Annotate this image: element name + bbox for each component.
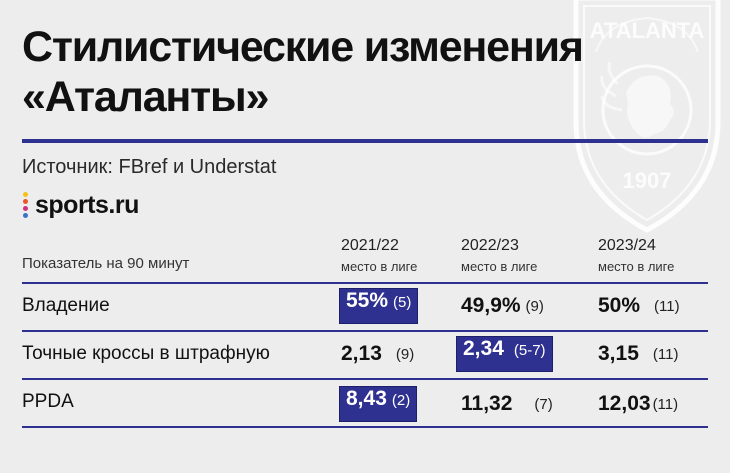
cell-rank: (9) [395,345,415,363]
column-header-2021-22: 2021/22 место в лиге [341,236,417,275]
cell-rank: (7) [534,395,553,413]
table-divider [22,282,708,284]
cell-value: 11,32 [461,392,513,415]
cell-rank: (2) [391,392,411,409]
table-cell: 2,13 (9) [341,336,414,372]
cell-rank: (5) [393,294,412,311]
metric-column-header: Показатель на 90 минут [22,255,190,272]
table-cell: 50% (11) [598,288,680,324]
brand-name: sports.ru [35,190,139,219]
cell-rank: (11) [652,395,679,413]
row-label-possession: Владение [22,295,110,316]
table-divider [22,426,708,428]
table-cell: 55% (5) [339,288,419,324]
cell-value: 3,15 [598,342,639,365]
season-label: 2022/23 [461,237,519,254]
season-label: 2021/22 [341,237,399,254]
season-label: 2023/24 [598,237,656,254]
title-line-2: «Аталанты» [22,73,269,121]
title-divider [22,139,708,143]
rank-sublabel: место в лиге [598,259,675,274]
rank-sublabel: место в лиге [341,259,418,274]
table-cell: 8,43 (2) [339,386,418,422]
table-cell: 49,9% (9) [461,288,544,324]
column-header-2023-24: 2023/24 место в лиге [598,236,674,275]
atalanta-crest-icon: ATALANTA 1907 [573,0,721,233]
table-cell: 12,03 (11) [598,386,678,422]
cell-value: 49,9% [461,294,521,317]
table-divider [22,330,708,332]
row-label-accurate-crosses: Точные кроссы в штрафную [22,343,270,364]
cell-rank: (11) [654,297,680,315]
cell-rank: (11) [652,345,679,363]
cell-rank: (9) [525,297,544,315]
svg-text:ATALANTA: ATALANTA [590,18,705,43]
column-header-2022-23: 2022/23 место в лиге [461,236,537,275]
table-cell: 11,32 (7) [461,386,553,422]
table-cell: 2,34 (5-7) [456,336,553,372]
title-line-1: Стилистические изменения [22,23,584,71]
row-label-ppda: PPDA [22,391,74,412]
table-divider [22,378,708,380]
page-title: Стилистические изменения «Аталанты» [22,22,584,122]
rank-sublabel: место в лиге [461,259,538,274]
table-cell: 3,15 (11) [598,336,678,372]
cell-value: 12,03 [598,392,651,415]
brand-logo: sports.ru [22,190,139,220]
cell-value: 8,43 [346,387,387,410]
cell-rank: (5-7) [513,342,546,359]
svg-text:1907: 1907 [623,168,672,193]
cell-value: 2,34 [463,337,504,360]
cell-value: 2,13 [341,342,382,365]
brand-dots-icon [22,191,30,219]
cell-value: 50% [598,294,641,317]
cell-value: 55% [346,289,389,312]
source-text: Источник: FBref и Understat [22,156,277,178]
